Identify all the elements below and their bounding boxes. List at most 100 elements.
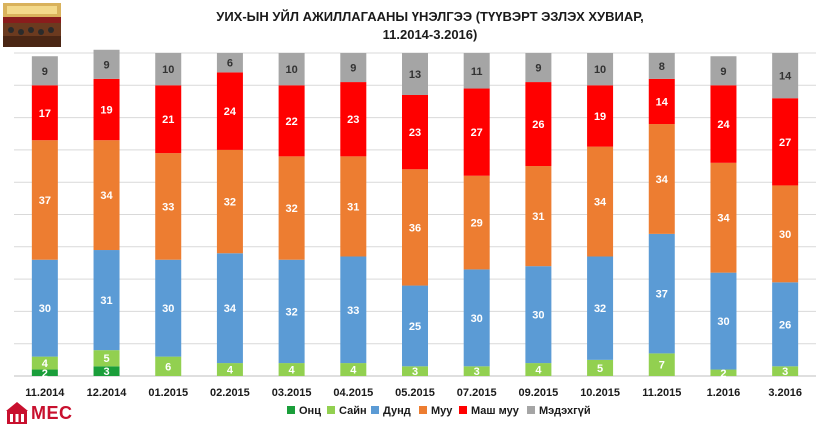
data-label: 10 <box>162 64 174 76</box>
bar-segment-мэдэхгүй <box>155 53 182 86</box>
bar-segment-сайн <box>31 356 58 370</box>
legend-swatch-мэдэхгүй <box>527 406 535 414</box>
bar-segment-маш-муу <box>587 85 614 147</box>
bar-segment-маш-муу <box>402 94 428 170</box>
data-label: 31 <box>347 201 359 213</box>
data-label: 14 <box>656 96 669 108</box>
x-tick-label: 03.2015 <box>272 387 312 399</box>
legend-entry: Муу <box>431 405 453 417</box>
bar-segment-муу <box>772 185 799 283</box>
x-tick-label: 10.2015 <box>580 387 620 399</box>
bar-segment-сайн <box>93 350 120 367</box>
data-label: 34 <box>594 197 607 209</box>
data-label: 31 <box>532 211 544 223</box>
data-label: 3 <box>782 366 788 378</box>
data-label: 33 <box>162 201 174 213</box>
mec-logo: MEC <box>6 398 73 428</box>
data-label: 37 <box>656 289 668 301</box>
data-label: 3 <box>412 366 418 378</box>
x-tick-label: 01.2015 <box>148 387 188 399</box>
bar-segment-сайн <box>155 356 182 376</box>
data-label: 34 <box>656 174 669 186</box>
x-tick-label: 07.2015 <box>457 387 497 399</box>
data-label: 2 <box>720 368 726 380</box>
bar-segment-дунд <box>340 256 367 364</box>
bar-segment-сайн <box>463 366 490 376</box>
bar-segment-дунд <box>525 266 552 364</box>
bar-segment-дунд <box>648 233 675 354</box>
mec-logo-icon <box>6 402 28 424</box>
bar-segment-муу <box>710 162 737 273</box>
data-label: 10 <box>594 64 606 76</box>
bar-segment-муу <box>587 146 614 257</box>
bar-segment-дунд <box>402 285 428 367</box>
legend-swatch-маш-муу <box>459 406 467 414</box>
bar-segment-дунд <box>772 282 799 367</box>
bar-segment-мэдэхгүй <box>216 53 243 73</box>
data-label: 26 <box>532 119 544 131</box>
data-label: 27 <box>779 137 791 149</box>
bar-segment-муу <box>155 153 182 260</box>
data-label: 36 <box>409 222 421 234</box>
data-label: 11 <box>471 66 483 78</box>
bar-segment-мэдэхгүй <box>772 53 799 99</box>
data-label: 4 <box>227 365 234 377</box>
x-tick-label: 1.2016 <box>707 387 741 399</box>
data-label: 4 <box>42 358 49 370</box>
data-label: 6 <box>165 361 171 373</box>
x-tick-label: 04.2015 <box>333 387 373 399</box>
data-label: 9 <box>350 63 356 75</box>
data-label: 32 <box>285 306 297 318</box>
data-label: 30 <box>39 303 51 315</box>
chart-title-line-2: 11.2014-3.2016) <box>382 27 478 42</box>
legend-entry: Маш муу <box>471 405 520 417</box>
bar-segment-маш-муу <box>772 98 799 186</box>
legend-swatch-онц <box>287 406 295 414</box>
x-tick-label: 05.2015 <box>395 387 435 399</box>
bar-segment-мэдэхгүй <box>402 53 428 95</box>
bar-segment-маш-муу <box>340 82 367 157</box>
bar-segment-мэдэхгүй <box>93 49 120 79</box>
data-label: 9 <box>720 66 726 78</box>
data-label: 32 <box>224 197 236 209</box>
bar-segment-муу <box>93 140 120 251</box>
data-label: 21 <box>162 114 174 126</box>
data-label: 10 <box>285 64 297 76</box>
legend-swatch-дунд <box>371 406 379 414</box>
legend-entry: Мэдэхгүй <box>539 405 591 417</box>
data-label: 30 <box>779 229 791 241</box>
data-label: 23 <box>347 114 359 126</box>
bar-segment-дунд <box>278 259 305 364</box>
bar-segment-сайн <box>648 353 675 376</box>
bar-segment-мэдэхгүй <box>587 53 614 86</box>
bar-segment-маш-муу <box>31 85 58 141</box>
data-label: 30 <box>532 310 544 322</box>
bar-segment-мэдэхгүй <box>278 53 305 86</box>
bar-segment-маш-муу <box>710 85 737 163</box>
bar-segment-мэдэхгүй <box>31 56 58 86</box>
data-label: 37 <box>39 195 51 207</box>
data-label: 4 <box>289 365 296 377</box>
data-label: 2 <box>42 368 48 380</box>
x-tick-label: 11.2015 <box>642 387 681 399</box>
mec-logo-text: MEC <box>31 402 73 423</box>
bar-segment-муу <box>463 175 490 270</box>
data-label: 31 <box>100 295 112 307</box>
bar-segment-мэдэхгүй <box>340 53 367 83</box>
data-label: 32 <box>594 303 606 315</box>
data-label: 4 <box>535 365 542 377</box>
data-label: 29 <box>471 218 483 230</box>
bar-segment-муу <box>278 156 305 260</box>
data-label: 17 <box>39 108 51 120</box>
data-label: 23 <box>409 127 421 139</box>
x-tick-label: 12.2014 <box>87 387 128 399</box>
data-label: 9 <box>42 66 48 78</box>
chart-title-line-1: УИХ-ЫН УЙЛ АЖИЛЛАГААНЫ ҮНЭЛГЭЭ (ТҮҮВЭРТ … <box>216 9 644 24</box>
chart-title: УИХ-ЫН УЙЛ АЖИЛЛАГААНЫ ҮНЭЛГЭЭ (ТҮҮВЭРТ … <box>150 8 710 44</box>
data-label: 22 <box>285 116 297 128</box>
bar-segment-мэдэхгүй <box>648 53 675 79</box>
x-tick-label: 3.2016 <box>768 387 802 399</box>
data-label: 9 <box>103 59 109 71</box>
